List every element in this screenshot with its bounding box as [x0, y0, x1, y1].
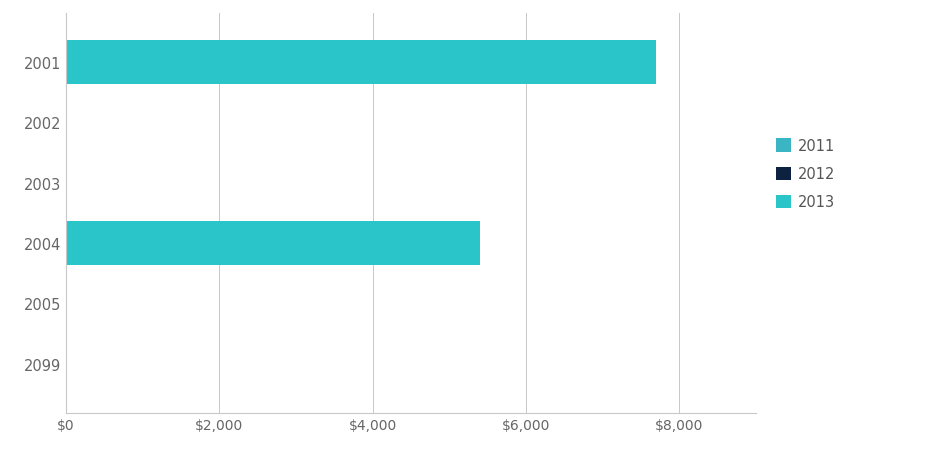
Bar: [66, 41, 656, 84]
Legend: 2011, 2012, 2013: 2011, 2012, 2013: [769, 133, 840, 216]
Bar: [66, 222, 480, 265]
